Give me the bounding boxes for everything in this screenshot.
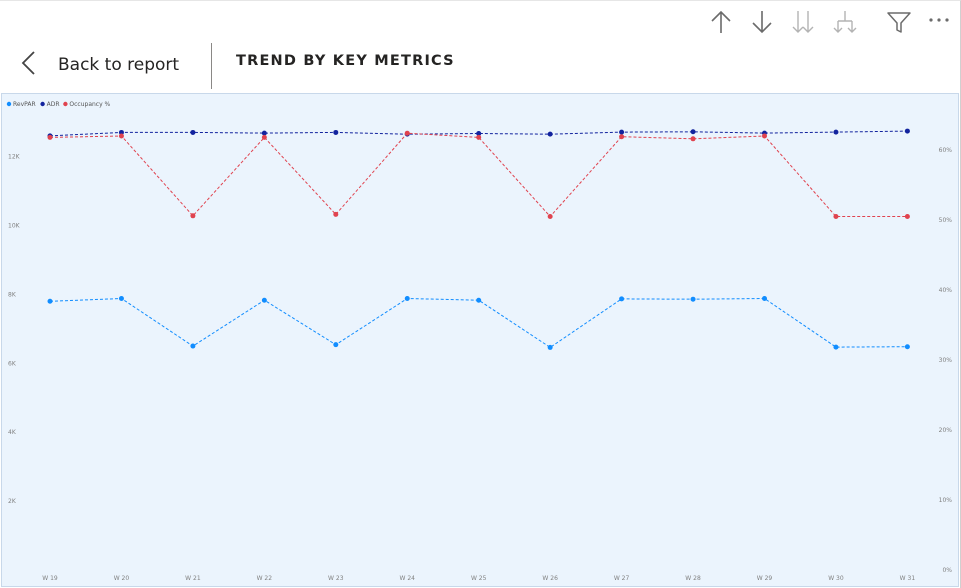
data-point-occupancy: [690, 136, 696, 142]
legend-marker-2: [63, 101, 68, 107]
data-point-revpar: [404, 296, 410, 302]
y-left-tick-label: 6K: [8, 360, 17, 367]
data-point-revpar: [547, 344, 553, 350]
arrow-up-icon[interactable]: [706, 7, 736, 37]
more-options-icon[interactable]: [926, 7, 956, 37]
data-point-revpar: [476, 297, 482, 303]
data-point-occupancy: [476, 134, 482, 140]
data-point-revpar: [690, 296, 696, 302]
x-tick-label: W 31: [900, 575, 916, 582]
data-point-adr: [118, 129, 124, 135]
page-title: TREND BY KEY METRICS: [236, 53, 455, 69]
y-right-tick-label: 30%: [939, 357, 953, 364]
data-point-revpar: [619, 296, 625, 302]
y-right-tick-label: 10%: [939, 497, 953, 504]
y-left-tick-label: 8K: [8, 291, 17, 298]
x-tick-label: W 28: [685, 575, 701, 582]
data-point-revpar: [762, 296, 767, 302]
header: Back to report TREND BY KEY METRICS: [0, 41, 961, 91]
y-right-tick-label: 0%: [942, 567, 952, 574]
data-point-revpar: [261, 297, 267, 303]
legend-marker-0: [6, 101, 12, 107]
x-tick-label: W 26: [542, 575, 558, 582]
data-point-revpar: [118, 296, 124, 302]
data-point-revpar: [190, 343, 196, 349]
header-divider: [211, 43, 212, 89]
x-tick-label: W 22: [257, 575, 273, 582]
data-point-adr: [547, 131, 553, 137]
data-point-occupancy: [404, 130, 410, 136]
filter-icon[interactable]: [884, 7, 914, 37]
visual-toolbar: [0, 1, 961, 41]
legend-label-2: Occupancy %: [69, 101, 110, 108]
data-point-occupancy: [333, 211, 339, 217]
x-tick-label: W 24: [400, 575, 416, 582]
legend-marker-1: [40, 101, 45, 107]
data-point-adr: [476, 130, 482, 136]
data-point-adr: [833, 129, 839, 135]
data-point-adr: [190, 129, 196, 135]
x-tick-label: W 23: [328, 575, 344, 582]
data-point-occupancy: [47, 134, 53, 140]
data-point-occupancy: [118, 133, 124, 139]
x-tick-label: W 27: [614, 575, 630, 582]
y-right-tick-label: 20%: [939, 427, 953, 434]
data-point-revpar: [333, 342, 339, 348]
data-point-adr: [904, 128, 910, 134]
chevron-left-icon: [20, 50, 36, 80]
data-point-revpar: [904, 344, 910, 350]
data-point-occupancy: [190, 213, 196, 219]
series-line-occupancy: [49, 132, 908, 218]
x-tick-label: W 30: [828, 575, 844, 582]
legend-label-0: RevPAR: [13, 101, 36, 108]
series-line-revpar: [49, 297, 908, 349]
data-point-adr: [261, 130, 267, 136]
data-point-occupancy: [261, 134, 267, 140]
legend-label-1: ADR: [47, 101, 60, 108]
y-left-tick-label: 12K: [8, 154, 21, 161]
y-left-tick-label: 10K: [8, 222, 21, 229]
back-to-report-label: Back to report: [58, 55, 180, 75]
y-right-tick-label: 40%: [939, 287, 953, 294]
double-arrow-down-icon[interactable]: [788, 7, 818, 37]
data-point-occupancy: [619, 134, 625, 140]
data-point-occupancy: [833, 214, 839, 219]
trend-chart[interactable]: RevPAR ADR Occupancy % 2K 4K 6K 8K 10K 12K 0% 10% 2…: [1, 93, 959, 587]
data-point-occupancy: [547, 214, 553, 219]
trend-chart-svg: RevPAR ADR Occupancy % 2K 4K 6K 8K 10K 12K 0% 10% 2…: [6, 101, 953, 582]
x-tick-label: W 19: [42, 575, 58, 582]
y-right-tick-label: 50%: [939, 217, 953, 224]
x-tick-label: W 21: [185, 575, 201, 582]
back-to-report-button[interactable]: Back to report: [20, 45, 179, 85]
data-point-adr: [333, 129, 339, 135]
x-tick-label: W 29: [757, 575, 773, 582]
data-point-occupancy: [904, 214, 910, 219]
x-tick-label: W 20: [114, 575, 130, 582]
y-right-tick-label: 60%: [939, 147, 953, 154]
y-left-tick-label: 2K: [8, 498, 17, 505]
data-point-adr: [690, 129, 696, 135]
arrow-down-icon[interactable]: [747, 7, 777, 37]
data-point-adr: [619, 129, 625, 135]
expand-hierarchy-icon[interactable]: [830, 7, 860, 37]
x-tick-label: W 25: [471, 575, 487, 582]
data-point-revpar: [833, 344, 839, 350]
data-point-occupancy: [762, 133, 767, 139]
y-left-tick-label: 4K: [8, 429, 17, 436]
data-point-revpar: [47, 298, 53, 304]
